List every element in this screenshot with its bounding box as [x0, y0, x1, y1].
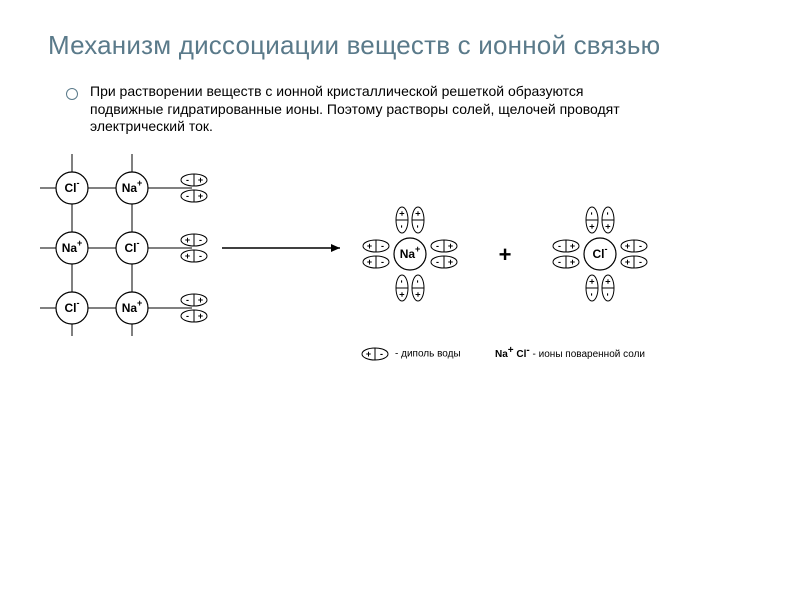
svg-text:-: - [380, 349, 383, 359]
svg-text:+: + [198, 295, 203, 305]
svg-text:+: + [625, 257, 630, 267]
svg-text:-: - [413, 280, 423, 283]
svg-text:-: - [558, 241, 561, 251]
svg-text:-: - [436, 241, 439, 251]
svg-text:+: + [198, 311, 203, 321]
svg-text:-: - [603, 212, 613, 215]
svg-text:+: + [499, 242, 512, 267]
bullet-marker-icon [66, 88, 78, 100]
diagram: Cl-Na+Na+Cl-Cl-Na+-+-++-+--+-++-+--+-++-… [40, 154, 760, 484]
svg-text:-: - [186, 295, 189, 305]
svg-text:-: - [186, 311, 189, 321]
svg-text:-: - [381, 241, 384, 251]
svg-text:-: - [186, 191, 189, 201]
svg-text:+: + [413, 211, 423, 216]
svg-text:+: + [397, 211, 407, 216]
slide: Механизм диссоциации веществ с ионной св… [0, 0, 800, 600]
svg-text:+: + [413, 292, 423, 297]
svg-text:-: - [558, 257, 561, 267]
svg-text:-: - [199, 251, 202, 261]
svg-text:+: + [367, 257, 372, 267]
svg-text:+: + [570, 257, 575, 267]
svg-text:+: + [185, 235, 190, 245]
svg-text:-: - [397, 280, 407, 283]
svg-text:-: - [397, 225, 407, 228]
svg-text:-: - [199, 235, 202, 245]
svg-text:-: - [639, 241, 642, 251]
svg-text:+: + [397, 292, 407, 297]
svg-text:+: + [448, 257, 453, 267]
svg-text:-: - [639, 257, 642, 267]
svg-text:- диполь воды: - диполь воды [395, 349, 461, 360]
svg-text:Na+ Cl- - ионы поваренной соли: Na+ Cl- - ионы поваренной соли [495, 345, 645, 360]
svg-text:-: - [436, 257, 439, 267]
svg-text:+: + [185, 251, 190, 261]
bullet-row: При растворении веществ с ионной кристал… [66, 83, 752, 137]
svg-text:+: + [198, 175, 203, 185]
svg-text:+: + [198, 191, 203, 201]
svg-text:+: + [587, 224, 597, 229]
svg-text:+: + [587, 279, 597, 284]
svg-text:-: - [381, 257, 384, 267]
diagram-svg: Cl-Na+Na+Cl-Cl-Na+-+-++-+--+-++-+--+-++-… [40, 154, 760, 484]
svg-text:+: + [603, 224, 613, 229]
svg-text:+: + [448, 241, 453, 251]
svg-text:+: + [366, 349, 371, 359]
svg-text:+: + [603, 279, 613, 284]
slide-title: Механизм диссоциации веществ с ионной св… [48, 30, 752, 61]
svg-text:+: + [625, 241, 630, 251]
body-text: При растворении веществ с ионной кристал… [90, 83, 650, 137]
svg-text:-: - [587, 293, 597, 296]
svg-text:-: - [587, 212, 597, 215]
svg-text:-: - [186, 175, 189, 185]
svg-text:-: - [603, 293, 613, 296]
svg-text:-: - [413, 225, 423, 228]
svg-text:+: + [367, 241, 372, 251]
svg-text:+: + [570, 241, 575, 251]
